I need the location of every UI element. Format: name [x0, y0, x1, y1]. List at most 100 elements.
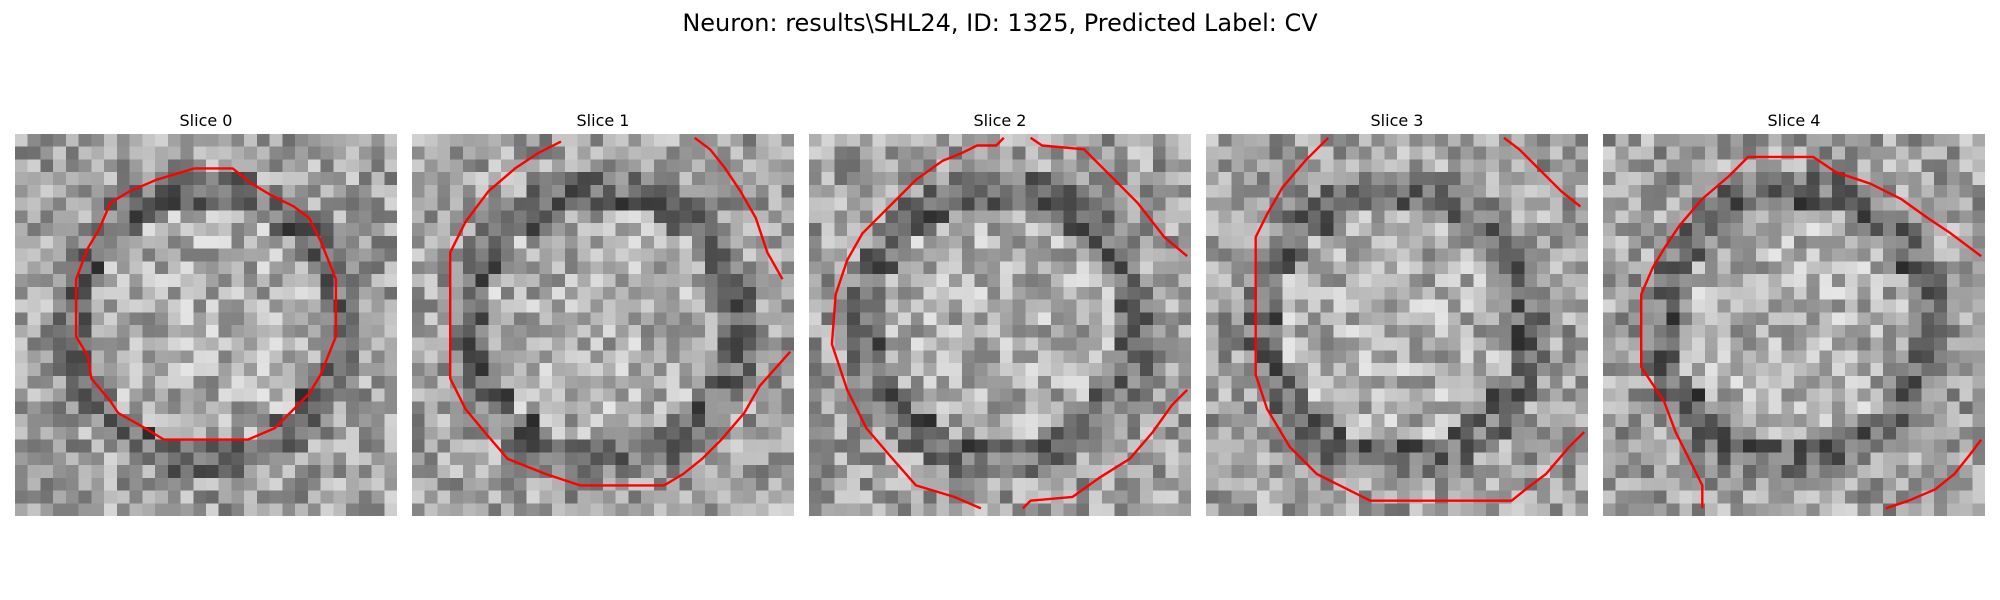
image-pixel: [809, 223, 823, 237]
image-pixel: [679, 286, 693, 301]
image-pixel: [1806, 401, 1820, 415]
image-pixel: [1628, 146, 1642, 160]
image-pixel: [218, 184, 232, 199]
image-pixel: [564, 401, 579, 415]
image-pixel: [1346, 465, 1360, 479]
image-pixel: [590, 325, 604, 339]
image-pixel: [1218, 452, 1232, 466]
image-pixel: [653, 350, 668, 364]
image-pixel: [218, 337, 232, 351]
image-pixel: [539, 223, 553, 237]
image-pixel: [244, 146, 258, 160]
image-pixel: [526, 248, 540, 262]
image-pixel: [307, 401, 322, 415]
image-pixel: [717, 210, 731, 224]
image-pixel: [961, 286, 976, 301]
image-pixel: [269, 210, 283, 224]
image-pixel: [1282, 235, 1296, 250]
image-pixel: [1012, 159, 1026, 173]
image-pixel: [923, 325, 937, 339]
image-pixel: [1244, 172, 1258, 186]
image-pixel: [1307, 261, 1322, 275]
image-pixel: [590, 439, 604, 453]
image-pixel: [628, 337, 642, 351]
image-pixel: [1755, 172, 1770, 186]
image-pixel: [628, 452, 642, 466]
image-pixel: [885, 439, 899, 453]
image-pixel: [987, 248, 1001, 262]
image-pixel: [1101, 439, 1116, 453]
image-pixel: [1730, 248, 1744, 262]
image-pixel: [1460, 375, 1474, 390]
image-pixel: [1806, 503, 1820, 516]
image-pixel: [1895, 350, 1910, 364]
image-pixel: [1641, 312, 1655, 326]
image-pixel: [206, 197, 220, 211]
image-pixel: [961, 210, 976, 224]
image-pixel: [1320, 197, 1334, 211]
image-pixel: [898, 363, 912, 377]
image-pixel: [539, 325, 553, 339]
image-pixel: [1000, 172, 1014, 186]
image-pixel: [628, 325, 642, 339]
image-pixel: [641, 325, 655, 339]
image-pixel: [730, 235, 744, 250]
image-pixel: [384, 197, 397, 211]
image-pixel: [1486, 325, 1500, 339]
image-pixel: [615, 452, 629, 466]
image-pixel: [1844, 503, 1859, 516]
image-pixel: [256, 146, 271, 160]
image-pixel: [1384, 197, 1398, 211]
image-pixel: [1152, 363, 1167, 377]
image-pixel: [15, 477, 29, 492]
image-pixel: [1615, 197, 1629, 211]
image-pixel: [1000, 274, 1014, 288]
image-pixel: [1628, 414, 1642, 428]
image-pixel: [1895, 363, 1910, 377]
image-pixel: [1704, 439, 1719, 453]
image-pixel: [781, 197, 794, 211]
image-pixel: [53, 248, 67, 262]
image-pixel: [1012, 172, 1026, 186]
image-pixel: [564, 286, 579, 301]
image-pixel: [1832, 235, 1846, 250]
image-pixel: [320, 159, 334, 173]
image-pixel: [1473, 223, 1487, 237]
image-pixel: [923, 337, 937, 351]
image-pixel: [768, 490, 782, 504]
image-pixel: [1959, 184, 1973, 199]
image-pixel: [768, 299, 782, 313]
image-pixel: [590, 363, 604, 377]
image-pixel: [104, 503, 118, 516]
image-pixel: [1921, 363, 1935, 377]
image-pixel: [1397, 503, 1411, 516]
image-pixel: [256, 235, 271, 250]
image-pixel: [961, 388, 976, 402]
image-pixel: [821, 312, 835, 326]
image-pixel: [1089, 286, 1103, 301]
image-pixel: [1460, 159, 1474, 173]
image-pixel: [167, 401, 182, 415]
image-pixel: [1282, 388, 1296, 402]
image-pixel: [539, 477, 553, 492]
image-pixel: [1704, 159, 1719, 173]
image-pixel: [15, 210, 29, 224]
image-pixel: [1076, 223, 1090, 237]
image-pixel: [167, 337, 182, 351]
image-pixel: [1870, 325, 1884, 339]
image-pixel: [424, 375, 438, 390]
image-pixel: [1473, 325, 1487, 339]
image-pixel: [1025, 439, 1039, 453]
image-pixel: [1844, 350, 1859, 364]
image-pixel: [1307, 388, 1322, 402]
image-pixel: [1934, 375, 1948, 390]
image-pixel: [679, 261, 693, 275]
image-pixel: [974, 286, 988, 301]
image-pixel: [590, 465, 604, 479]
image-pixel: [1908, 159, 1922, 173]
image-pixel: [218, 159, 232, 173]
image-pixel: [1038, 146, 1052, 160]
image-pixel: [847, 146, 861, 160]
image-pixel: [1473, 375, 1487, 390]
image-pixel: [1178, 146, 1191, 160]
